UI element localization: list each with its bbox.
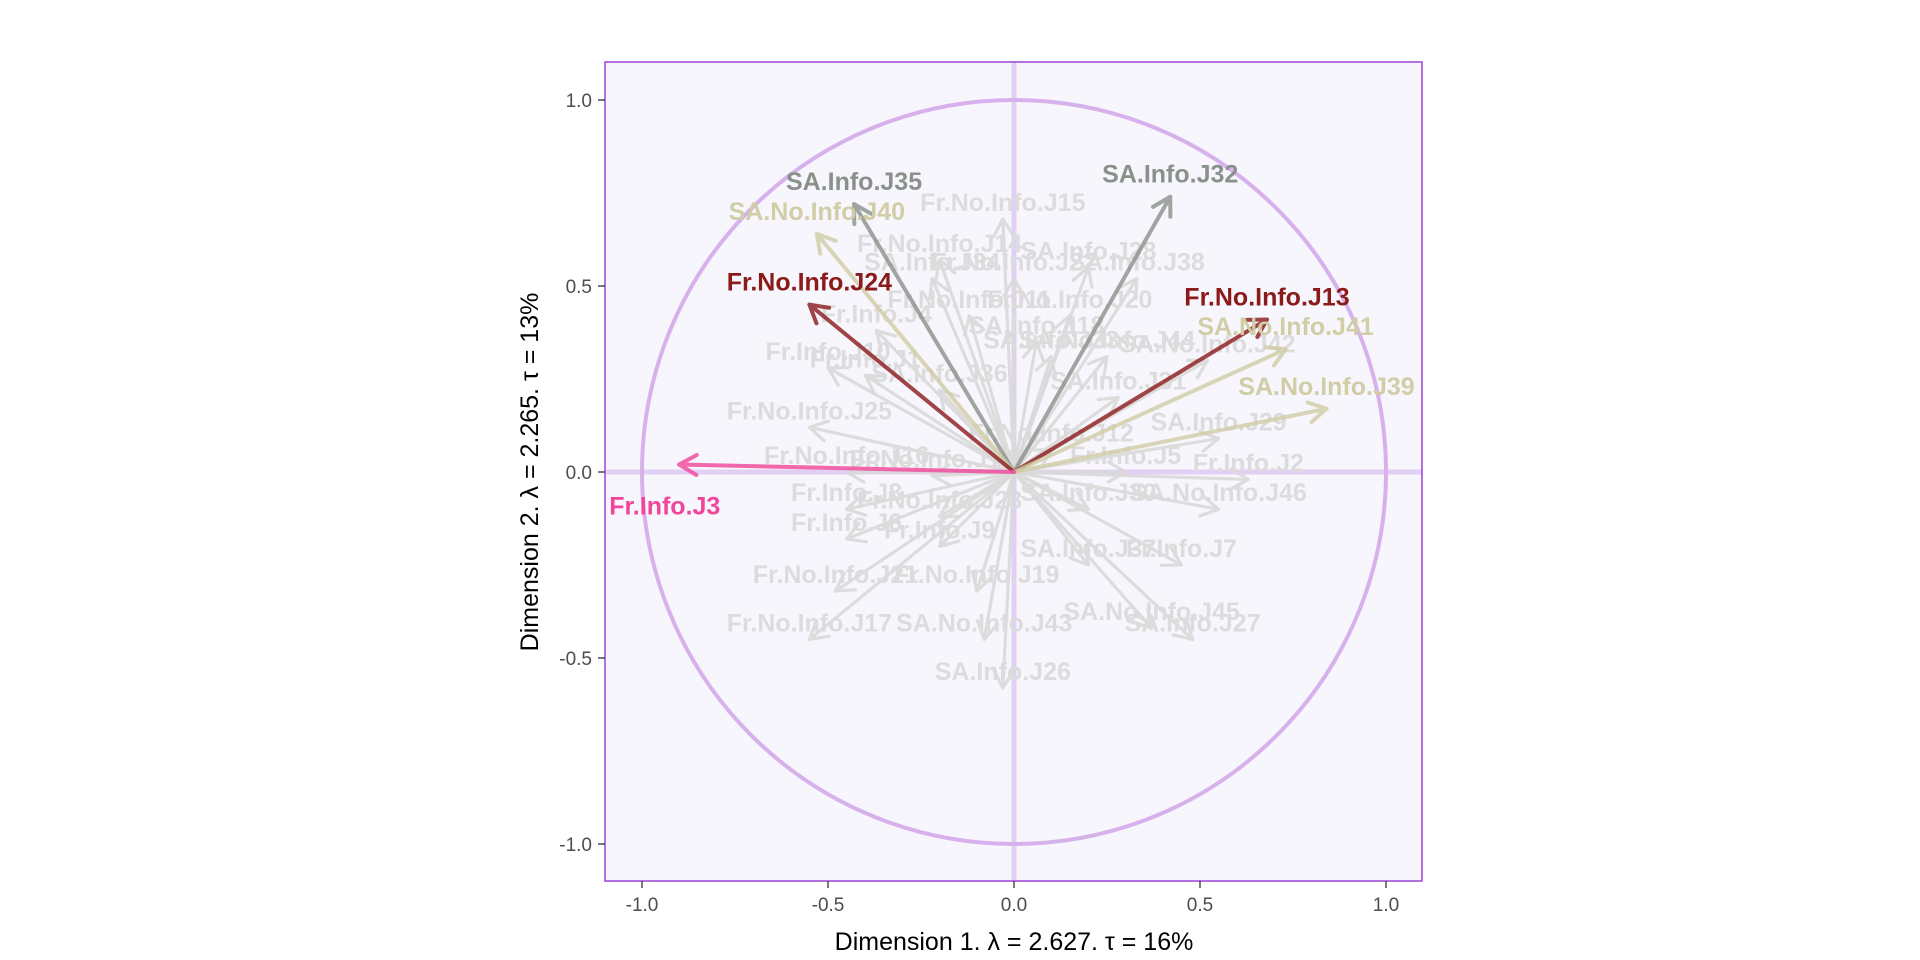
unit-circle: [640, 98, 1388, 846]
background-label: SA.Info.J33: [983, 327, 1119, 355]
background-arrow: [1012, 470, 1195, 642]
background-arrow: [934, 258, 1016, 474]
highlighted-arrow: [677, 452, 1016, 477]
highlighted-arrow: [1012, 194, 1173, 474]
highlighted-label: SA.No.Info.J40: [729, 198, 905, 226]
background-arrow: [844, 470, 1016, 544]
background-label: Fr.Info.J2: [1193, 449, 1304, 477]
background-arrow: [1012, 470, 1184, 567]
y-axis-title: Dimension 2. λ = 2.265. τ = 13%: [516, 293, 544, 652]
background-labels: Fr.No.Info.J15Fr.No.Info.J14SA.Info.J28S…: [727, 189, 1307, 686]
highlighted-arrow: [1012, 317, 1269, 474]
background-arrow: [807, 419, 1016, 474]
highlighted-arrow: [1012, 400, 1329, 474]
background-label: Fr.Info.J7: [1126, 535, 1237, 563]
background-arrow: [844, 470, 1016, 517]
y-tick-label: 0.5: [566, 277, 592, 298]
background-label: SA.Info.J37: [1020, 535, 1156, 563]
x-tick-label: 1.0: [1373, 895, 1399, 916]
highlighted-arrow: [852, 202, 1016, 474]
background-label: Fr.No.Info.J21: [753, 561, 918, 589]
x-tick-label: -0.5: [812, 895, 845, 916]
background-arrow: [1012, 470, 1221, 518]
x-tick-label: 0.0: [1001, 895, 1027, 916]
background-arrow: [975, 470, 1016, 642]
background-arrow: [1012, 470, 1154, 630]
background-label: Fr.No.Info.J20: [987, 286, 1152, 314]
panel-content: Fr.No.Info.J15Fr.No.Info.J14SA.Info.J28S…: [605, 62, 1422, 881]
x-tick-label: 0.5: [1187, 895, 1213, 916]
background-arrow: [937, 470, 1016, 549]
background-arrow: [992, 217, 1016, 474]
background-arrow: [1012, 355, 1109, 474]
highlighted-arrow: [807, 302, 1016, 474]
highlighted-label: SA.No.Info.J41: [1197, 313, 1374, 341]
background-label: SA.Info.J18: [968, 312, 1104, 340]
x-tick-label: -1.0: [626, 895, 659, 916]
background-label: SA.No.Info.J46: [1130, 479, 1306, 507]
background-label: SA.No.Info.J44: [1019, 327, 1196, 355]
background-label: Fr.Info.J9: [884, 516, 995, 544]
highlighted-arrows: [677, 194, 1329, 477]
background-label: Fr.Info.J6: [791, 509, 902, 537]
background-label: Fr.No.Info.J15: [920, 189, 1085, 217]
background-label: Fr.No.Info.J23: [857, 487, 1022, 515]
y-tick-label: 0.0: [566, 463, 592, 484]
y-axis: -1.0 -0.5 0.0 0.5 1.0: [559, 91, 605, 856]
highlighted-label: Fr.Info.J3: [609, 493, 720, 521]
background-arrow: [1012, 355, 1057, 474]
background-arrow: [826, 365, 1016, 474]
highlighted-label: SA.Info.J35: [786, 168, 922, 196]
background-arrow: [962, 314, 1016, 474]
background-arrow: [1012, 467, 1250, 491]
highlighted-labels: SA.Info.J35 SA.Info.J32 SA.No.Info.J40 Fr.N…: [609, 161, 1414, 521]
background-label: Fr.No.Info.J22: [931, 249, 1096, 277]
background-arrow: [807, 470, 1016, 642]
background-label: SA.No.Info.J45: [1063, 598, 1240, 626]
background-arrow: [833, 470, 1016, 593]
background-label: Fr.No.Info.J19: [894, 561, 1059, 589]
x-axis: -1.0 -0.5 0.0 0.5 1.0: [626, 881, 1399, 916]
background-label: Fr.No.Info.J25: [727, 397, 892, 425]
highlighted-label: Fr.No.Info.J13: [1184, 283, 1349, 311]
highlighted-label: SA.No.Info.J39: [1238, 373, 1414, 401]
background-label: SA.No.Info.J43: [896, 609, 1072, 637]
background-arrow: [970, 470, 1016, 593]
highlighted-arrow: [814, 231, 1016, 474]
y-tick-label: 1.0: [566, 91, 592, 112]
background-label: Fr.No.Info.J17: [727, 609, 892, 637]
background-arrow: [992, 470, 1016, 690]
background-label: SA.Info.J30: [1020, 479, 1156, 507]
background-label: SA.Info.J27: [1124, 609, 1260, 637]
background-label: SA.Info.J26: [935, 658, 1071, 686]
y-tick-label: -1.0: [559, 835, 592, 856]
background-arrow: [928, 276, 1016, 474]
highlighted-label: Fr.No.Info.J24: [727, 269, 892, 297]
background-label: Fr.Info.J8: [791, 479, 902, 507]
background-arrow: [1002, 276, 1026, 474]
highlighted-arrow: [1012, 345, 1288, 474]
y-tick-label: -0.5: [559, 649, 592, 670]
highlighted-label: SA.Info.J32: [1102, 161, 1238, 189]
background-arrow: [1012, 340, 1045, 474]
background-arrow: [863, 373, 1016, 474]
x-axis-title: Dimension 1. λ = 2.627. τ = 16%: [835, 928, 1194, 956]
